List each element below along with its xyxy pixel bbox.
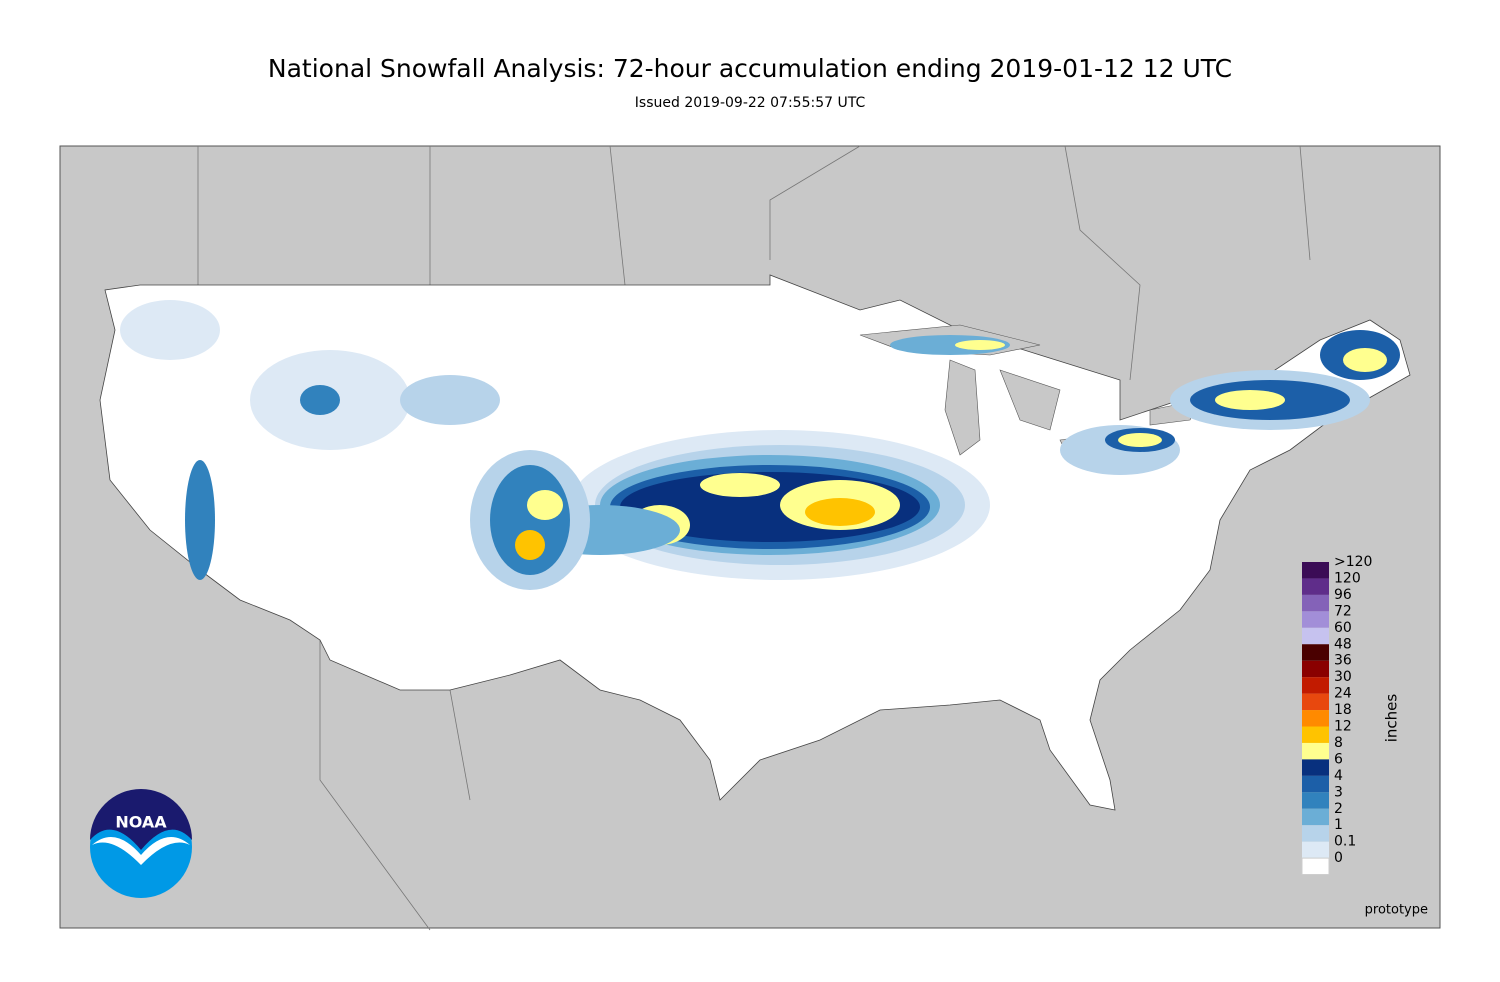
legend-swatch [1302, 742, 1329, 760]
legend-label: 36 [1334, 653, 1352, 669]
legend-label: 12 [1334, 719, 1352, 735]
legend-label: 30 [1334, 669, 1352, 685]
legend-swatch [1302, 841, 1329, 859]
noaa-logo: NOAA [90, 789, 192, 898]
legend-swatch [1302, 562, 1329, 579]
legend-label: 0.1 [1334, 834, 1356, 850]
legend-label: 48 [1334, 636, 1352, 652]
legend-label: 1 [1334, 817, 1343, 833]
legend-swatch [1301, 857, 1330, 876]
legend-swatch [1302, 660, 1329, 678]
legend-label: 6 [1334, 751, 1343, 767]
legend-label: 60 [1334, 620, 1352, 636]
legend-label: 24 [1334, 686, 1352, 702]
subtitle: Issued 2019-09-22 07:55:57 UTC [635, 95, 866, 111]
legend-label: >120 [1334, 554, 1372, 570]
snow-areas [120, 300, 1400, 590]
legend-label: 96 [1334, 587, 1352, 603]
legend-swatch [1302, 759, 1329, 776]
legend-swatch [1302, 627, 1329, 645]
legend-swatch [1302, 578, 1329, 595]
legend-label: 0 [1334, 850, 1343, 866]
legend-label: 120 [1334, 570, 1361, 586]
legend-label: 8 [1334, 735, 1343, 751]
legend-swatch [1302, 594, 1329, 612]
borders [197, 145, 1311, 931]
note: prototype [1365, 903, 1428, 918]
legend-title: inches [1383, 694, 1401, 743]
legend-swatch [1302, 775, 1329, 793]
title: National Snowfall Analysis: 72-hour accu… [268, 54, 1232, 83]
legend-swatch [1302, 644, 1329, 661]
legend-swatch [1302, 611, 1329, 628]
legend-swatch [1302, 726, 1329, 743]
legend: inches >1201209672604836302418128643210.… [1301, 554, 1401, 876]
legend-label: 2 [1334, 801, 1343, 817]
legend-label: 4 [1334, 768, 1343, 784]
legend-label: 72 [1334, 603, 1352, 619]
legend-swatch [1302, 693, 1329, 711]
legend-swatch [1302, 825, 1329, 842]
legend-swatch [1302, 792, 1329, 809]
map: NOAA prototype [59, 145, 1441, 931]
legend-swatch [1302, 710, 1329, 727]
legend-label: 3 [1334, 784, 1343, 800]
legend-swatch [1302, 677, 1329, 694]
legend-swatch [1302, 808, 1329, 826]
legend-label: 18 [1334, 702, 1352, 718]
logo-text: NOAA [115, 813, 167, 832]
